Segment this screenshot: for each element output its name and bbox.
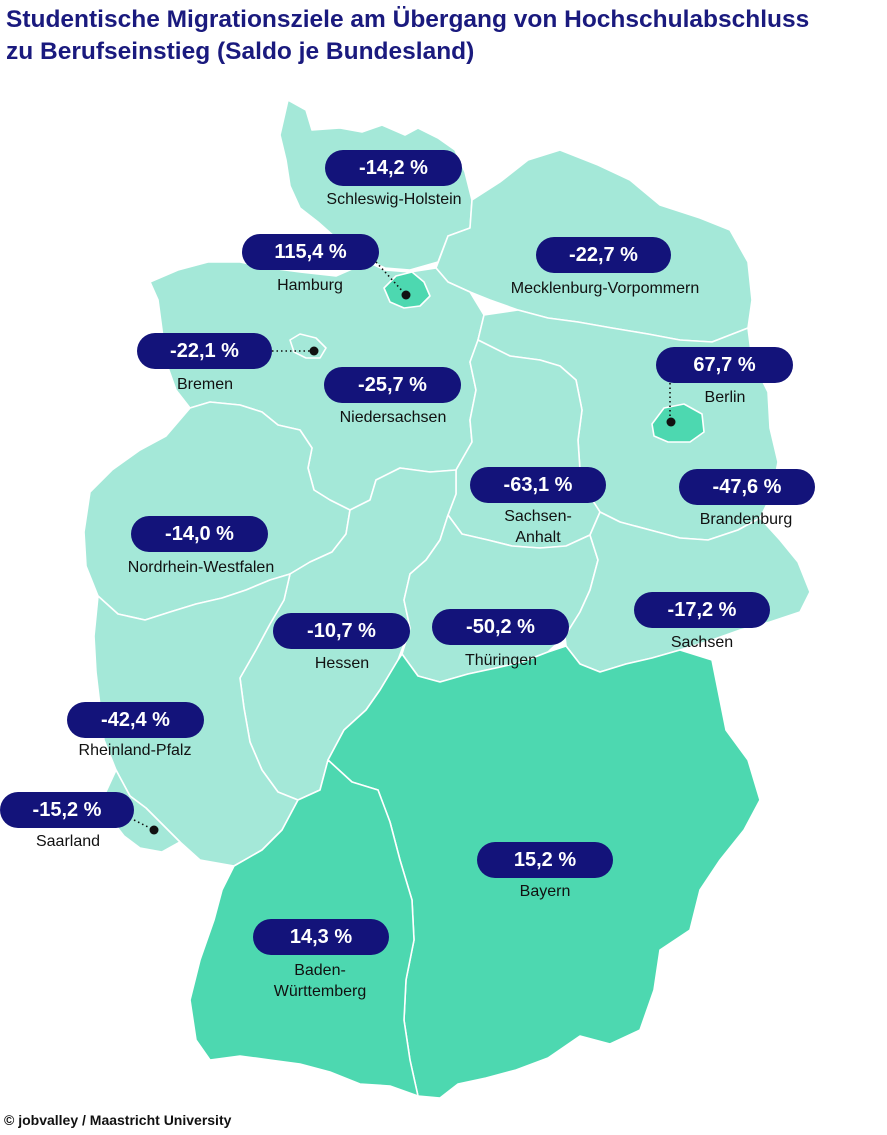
value-pill-rheinland-pfalz: -42,4 % [67, 702, 204, 738]
value-pill-saarland: -15,2 % [0, 792, 134, 828]
hamburg-pin [401, 290, 411, 300]
label-hamburg: Hamburg [277, 277, 343, 294]
label-niedersachsen: Niedersachsen [339, 409, 447, 426]
label-saarland: Saarland [35, 833, 101, 850]
title-line-2: zu Berufseinstieg (Saldo je Bundesland) [6, 38, 475, 65]
value-pill-bremen: -22,1 % [137, 333, 272, 369]
source-credit: © jobvalley / Maastricht University [4, 1112, 232, 1128]
label-rheinland-pfalz: Rheinland-Pfalz [78, 742, 192, 759]
value-pill-brandenburg: -47,6 % [679, 469, 815, 505]
map-title: Studentische Migrationsziele am Übergang… [6, 4, 881, 68]
value-pill-schleswig-holstein: -14,2 % [325, 150, 462, 186]
saarland-pin [149, 825, 159, 835]
value-pill-niedersachsen: -25,7 % [324, 367, 461, 403]
label-schleswig-holstein: Schleswig-Holstein [326, 191, 462, 208]
label-sachsen-anhalt-line1: Sachsen- [504, 508, 572, 525]
value-pill-mecklenburg-vorpommern: -22,7 % [536, 237, 671, 273]
value-pill-berlin: 67,7 % [656, 347, 793, 383]
label-sachsen: Sachsen [670, 634, 734, 651]
label-bremen: Bremen [176, 376, 234, 393]
value-pill-bayern: 15,2 % [477, 842, 613, 878]
value-pill-sachsen: -17,2 % [634, 592, 770, 628]
label-baden-wuerttemberg-line1: Baden- [294, 962, 346, 979]
label-baden-wuerttemberg-line2: Württemberg [273, 983, 367, 1000]
value-pill-thueringen: -50,2 % [432, 609, 569, 645]
label-thueringen: Thüringen [464, 652, 538, 669]
berlin-pin [666, 417, 676, 427]
label-hessen: Hessen [314, 655, 370, 672]
label-sachsen-anhalt-line2: Anhalt [515, 529, 561, 546]
label-nordrhein-westfalen: Nordrhein-Westfalen [127, 559, 275, 576]
value-pill-sachsen-anhalt: -63,1 % [470, 467, 606, 503]
value-pill-hamburg: 115,4 % [242, 234, 379, 270]
value-pill-hessen: -10,7 % [273, 613, 410, 649]
value-pill-nordrhein-westfalen: -14,0 % [131, 516, 268, 552]
region-hamburg [383, 271, 431, 309]
label-brandenburg: Brandenburg [699, 511, 793, 528]
label-mecklenburg-vorpommern: Mecklenburg-Vorpommern [510, 280, 700, 297]
bremen-pin [309, 346, 319, 356]
title-line-1: Studentische Migrationsziele am Übergang… [6, 6, 810, 33]
value-pill-baden-wuerttemberg: 14,3 % [253, 919, 389, 955]
label-berlin: Berlin [704, 389, 746, 406]
label-bayern: Bayern [519, 883, 571, 900]
